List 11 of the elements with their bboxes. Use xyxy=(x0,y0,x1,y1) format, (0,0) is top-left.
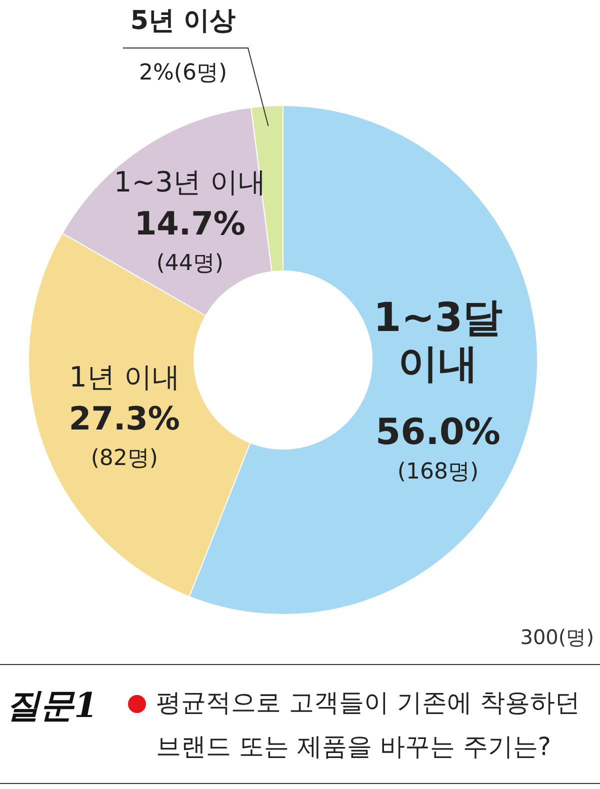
slice-label: 1~3년 이내 xyxy=(114,165,266,198)
text: 평균적으로 고객들이 기존에 착용하던 브랜드 또는 제품을 바꾸는 주기는? xyxy=(156,687,581,763)
slice-label: 5년 이상 xyxy=(130,6,236,36)
slice-label: 1~3달 이내 xyxy=(373,294,503,387)
text: 300(명) xyxy=(520,624,594,651)
slice-label: 1년 이내 xyxy=(69,360,180,394)
data-label: 27.3% (82명) xyxy=(68,400,180,472)
text: 질문1 xyxy=(6,685,98,728)
data-label: 56.0% (168명) xyxy=(376,412,500,484)
data-label: 14.7% (44명) xyxy=(134,204,246,276)
data-label: 2%(6명) xyxy=(138,60,228,86)
